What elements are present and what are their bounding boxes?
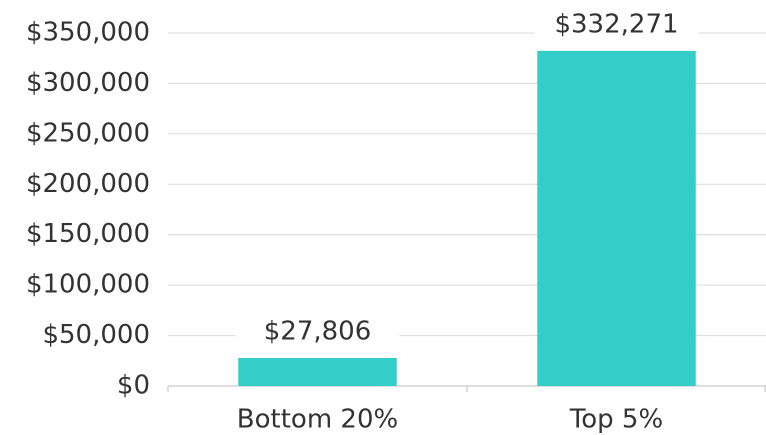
data-label: $332,271 [554, 9, 678, 39]
data-label: $27,806 [264, 316, 372, 346]
bar [537, 50, 696, 387]
y-tick-label: $0 [117, 371, 150, 401]
x-tick-label: Bottom 20% [237, 405, 398, 435]
x-tick-label: Top 5% [569, 405, 663, 435]
y-tick-label: $200,000 [26, 169, 150, 199]
data-label-bg [534, 6, 699, 43]
y-tick-label: $350,000 [26, 18, 150, 48]
data-label-bg [235, 313, 400, 350]
y-tick-label: $50,000 [42, 320, 150, 350]
y-tick-label: $300,000 [26, 68, 150, 98]
y-tick-label: $100,000 [26, 270, 150, 300]
y-tick-label: $250,000 [26, 118, 150, 148]
y-tick-label: $150,000 [26, 219, 150, 249]
bar [238, 357, 397, 386]
